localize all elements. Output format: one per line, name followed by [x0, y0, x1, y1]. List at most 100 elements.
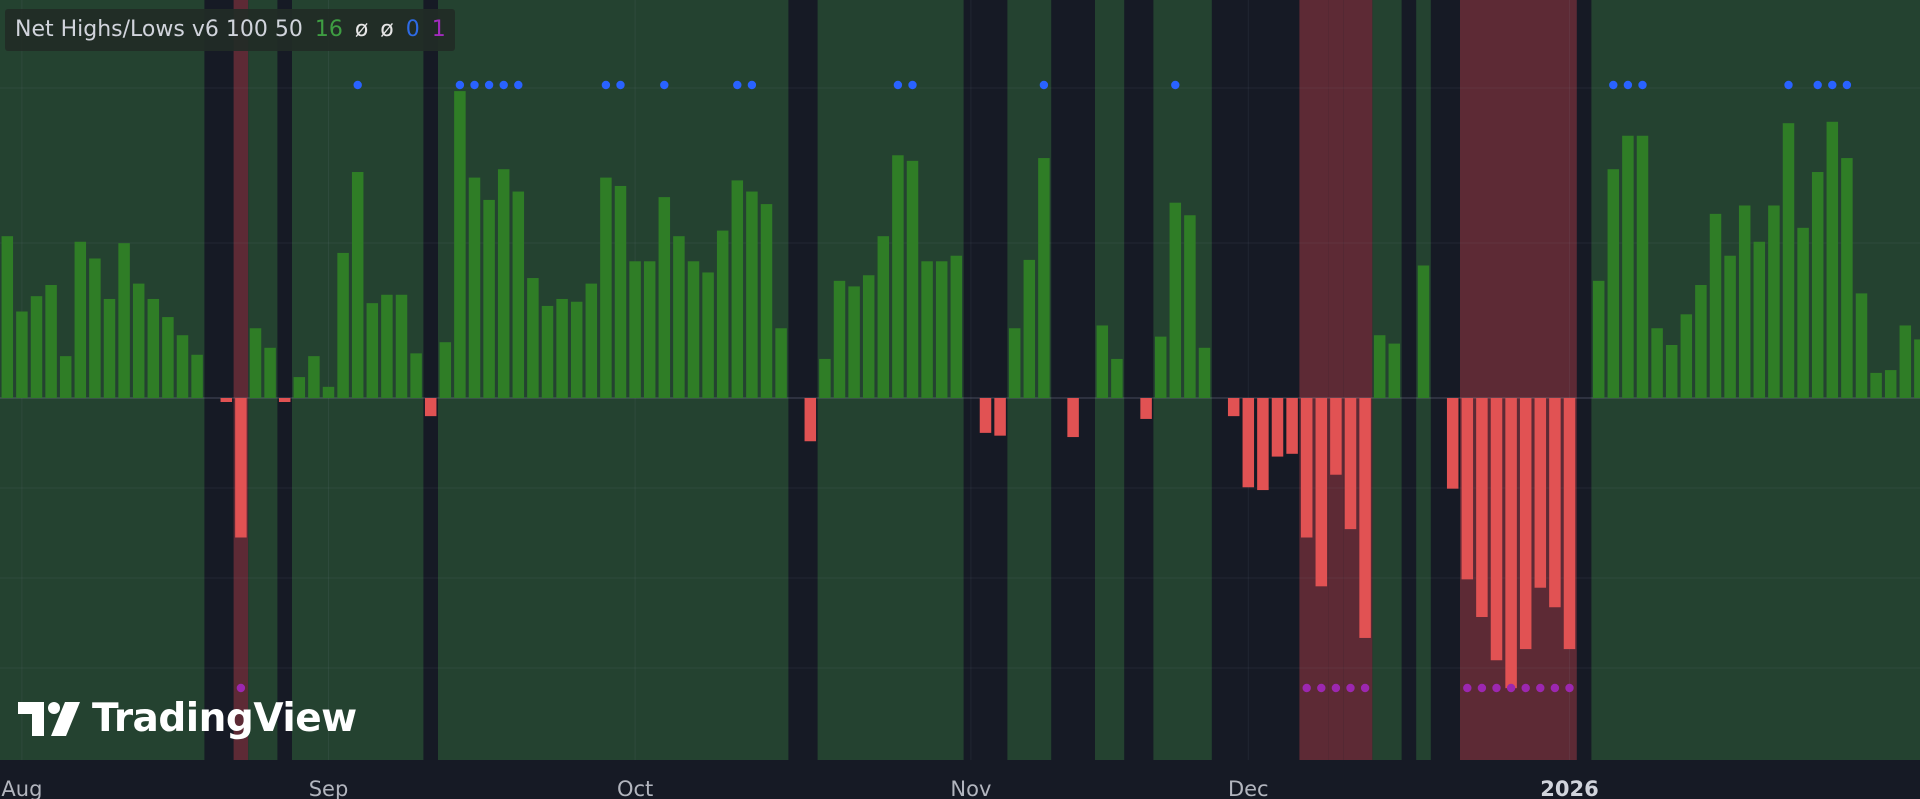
net-low-bar[interactable] [424, 398, 437, 417]
net-low-bar[interactable] [804, 398, 817, 442]
net-low-bar[interactable] [1227, 398, 1240, 417]
net-high-bar[interactable] [162, 317, 174, 398]
net-high-bar[interactable] [147, 298, 160, 398]
net-low-bar[interactable] [1446, 398, 1459, 489]
net-high-bar[interactable] [892, 155, 904, 398]
net-high-bar[interactable] [439, 342, 452, 398]
net-high-bar[interactable] [731, 180, 744, 398]
net-high-bar[interactable] [1811, 172, 1824, 398]
net-high-bar[interactable] [1738, 205, 1751, 398]
net-low-bar[interactable] [1344, 398, 1357, 530]
net-high-bar[interactable] [1899, 325, 1912, 398]
net-low-bar[interactable] [1549, 398, 1561, 608]
net-high-bar[interactable] [1665, 344, 1678, 398]
net-high-bar[interactable] [600, 177, 612, 398]
net-high-bar[interactable] [1768, 205, 1780, 398]
net-low-bar[interactable] [235, 398, 247, 538]
net-high-bar[interactable] [366, 303, 379, 398]
net-low-bar[interactable] [1242, 398, 1255, 488]
net-high-bar[interactable] [512, 191, 525, 398]
net-high-bar[interactable] [862, 275, 875, 398]
net-low-bar[interactable] [1140, 398, 1152, 419]
net-high-bar[interactable] [658, 197, 671, 398]
net-high-bar[interactable] [950, 255, 963, 398]
net-low-bar[interactable] [1300, 398, 1313, 538]
net-high-bar[interactable] [59, 356, 72, 398]
net-high-bar[interactable] [395, 294, 408, 398]
net-low-bar[interactable] [1359, 398, 1371, 638]
net-low-bar[interactable] [1461, 398, 1474, 580]
net-low-bar[interactable] [1476, 398, 1488, 618]
net-low-bar[interactable] [1563, 398, 1576, 650]
net-high-bar[interactable] [716, 230, 729, 398]
net-high-bar[interactable] [848, 286, 860, 398]
net-low-bar[interactable] [1490, 398, 1503, 661]
net-high-bar[interactable] [629, 261, 641, 398]
net-high-bar[interactable] [1841, 158, 1853, 398]
net-high-bar[interactable] [30, 296, 43, 398]
net-high-bar[interactable] [702, 272, 714, 398]
net-high-bar[interactable] [1914, 339, 1920, 398]
net-high-bar[interactable] [921, 261, 933, 398]
net-high-bar[interactable] [1651, 328, 1663, 398]
net-high-bar[interactable] [1636, 135, 1649, 399]
net-high-bar[interactable] [1198, 347, 1211, 398]
net-high-bar[interactable] [118, 243, 130, 398]
net-high-bar[interactable] [1607, 169, 1620, 398]
net-low-bar[interactable] [278, 398, 291, 402]
net-high-bar[interactable] [1724, 255, 1736, 398]
net-low-bar[interactable] [1534, 398, 1547, 588]
net-high-bar[interactable] [89, 258, 101, 399]
net-high-bar[interactable] [1111, 358, 1123, 398]
net-high-bar[interactable] [381, 294, 393, 398]
net-high-bar[interactable] [264, 347, 276, 398]
net-low-bar[interactable] [1286, 398, 1298, 454]
net-high-bar[interactable] [1870, 372, 1882, 398]
net-high-bar[interactable] [527, 278, 539, 398]
net-high-bar[interactable] [410, 353, 422, 398]
net-high-bar[interactable] [1417, 265, 1430, 398]
net-high-bar[interactable] [74, 241, 87, 398]
net-high-bar[interactable] [103, 298, 116, 398]
net-high-bar[interactable] [1184, 215, 1196, 398]
net-low-bar[interactable] [1271, 398, 1284, 457]
net-high-bar[interactable] [1038, 158, 1050, 398]
net-high-bar[interactable] [746, 191, 758, 398]
net-low-bar[interactable] [1505, 398, 1517, 689]
net-high-bar[interactable] [1826, 121, 1839, 398]
net-high-bar[interactable] [1154, 336, 1167, 398]
net-low-bar[interactable] [1257, 398, 1269, 491]
net-low-bar[interactable] [1315, 398, 1328, 587]
net-high-bar[interactable] [1, 236, 14, 398]
net-high-bar[interactable] [483, 199, 495, 398]
net-high-bar[interactable] [1388, 343, 1401, 398]
net-high-bar[interactable] [1855, 293, 1868, 398]
net-high-bar[interactable] [906, 160, 919, 398]
net-high-bar[interactable] [877, 236, 890, 398]
net-low-bar[interactable] [994, 398, 1006, 436]
net-high-bar[interactable] [1592, 280, 1605, 398]
net-low-bar[interactable] [1519, 398, 1532, 650]
net-high-bar[interactable] [1884, 370, 1897, 398]
net-high-bar[interactable] [132, 283, 145, 398]
net-high-bar[interactable] [819, 358, 831, 398]
net-high-bar[interactable] [1753, 241, 1766, 398]
indicator-legend[interactable]: Net Highs/Lows v6 100 50 16 ø ø 0 1 [5, 9, 455, 51]
net-high-bar[interactable] [1373, 335, 1386, 398]
net-high-bar[interactable] [468, 177, 481, 398]
net-high-bar[interactable] [1169, 202, 1182, 398]
net-high-bar[interactable] [1797, 227, 1809, 398]
net-high-bar[interactable] [1695, 285, 1707, 398]
net-high-bar[interactable] [1709, 213, 1722, 398]
net-high-bar[interactable] [322, 386, 335, 398]
net-high-bar[interactable] [1622, 135, 1634, 399]
net-low-bar[interactable] [1330, 398, 1342, 475]
net-high-bar[interactable] [935, 261, 948, 398]
net-high-bar[interactable] [775, 328, 787, 398]
net-high-bar[interactable] [308, 356, 320, 398]
net-high-bar[interactable] [643, 261, 656, 398]
net-high-bar[interactable] [614, 185, 627, 398]
net-high-bar[interactable] [1096, 325, 1109, 398]
